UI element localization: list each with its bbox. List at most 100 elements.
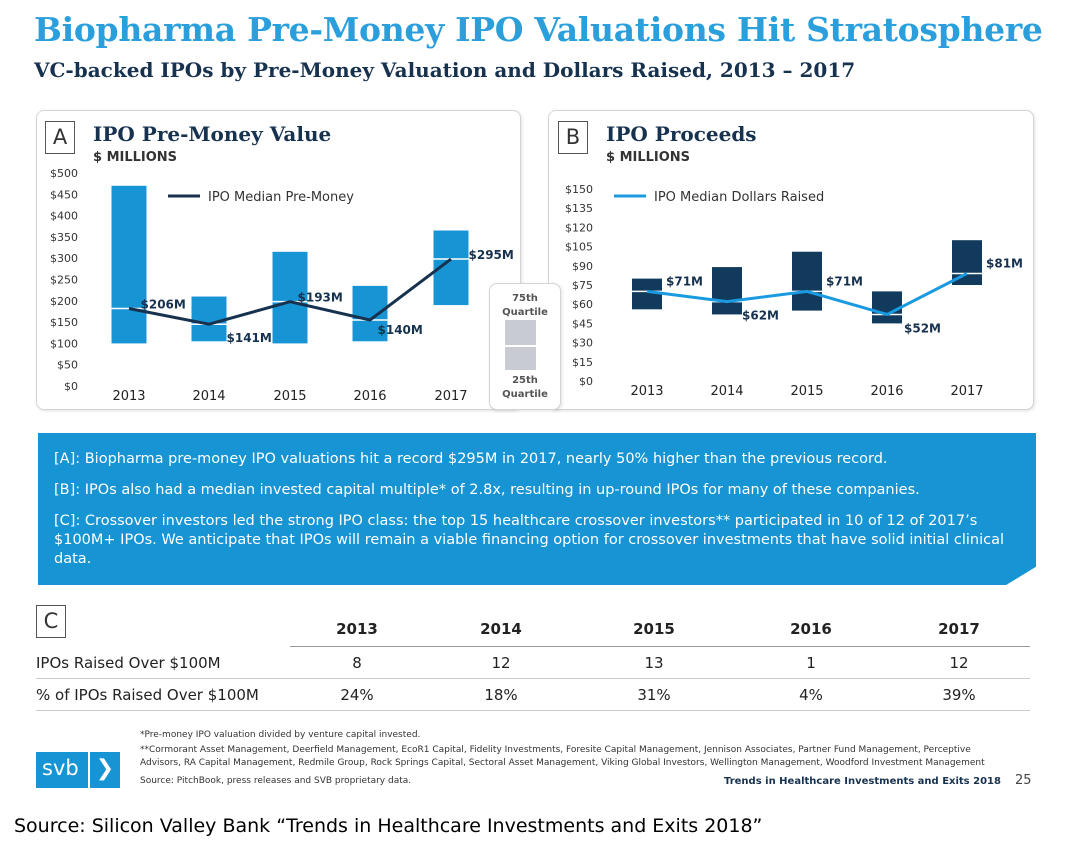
table-col-2014: 2014 [480,620,522,638]
panel-b-letter: B [558,121,588,154]
chart-a-data-label: $206M [141,297,186,311]
chart-b-x-tick-label: 2015 [790,384,823,399]
chart-b-median-line [646,272,968,317]
chart-a-quartile-bar [352,285,388,342]
chart-a-x-tick-label: 2017 [434,389,467,404]
chart-a-y-tick-label: $450 [50,188,78,201]
chart-b-y-tick-label: $30 [572,337,593,350]
quartile-key: 75th Quartile 25th Quartile [489,283,561,410]
source-line: Source: Silicon Valley Bank “Trends in H… [14,815,763,837]
table-cell: 4% [799,686,823,704]
quartile-lower-swatch [505,347,536,370]
chart-a-legend-label: IPO Median Pre-Money [208,190,354,205]
footnote-source: Source: PitchBook, press releases and SV… [140,776,412,786]
panel-a-letter: A [45,121,75,154]
chart-a-x-tick-label: 2014 [192,389,225,404]
chart-a-data-label: $141M [227,331,272,345]
panel-a-unit: $ MILLIONS [93,150,178,165]
chart-b-x-tick-label: 2014 [710,384,743,399]
chart-b-quartile-bar [712,267,742,315]
chart-b-y-tick-label: $0 [579,375,593,388]
svb-logo: svb ❯ [36,752,120,788]
chart-a-y-tick-label: $500 [50,167,78,180]
footnote-3: Advisors, RA Capital Management, Redmile… [140,758,985,768]
note-c: [C]: Crossover investors led the strong … [54,513,1004,567]
chart-a-y-tick-label: $50 [57,359,78,372]
chart-a-data-label: $140M [378,323,423,337]
chart-a-data-label: $295M [469,248,514,262]
chart-b-y-tick-label: $15 [572,356,593,369]
table-cell: 24% [340,686,374,704]
table-c-letter: C [36,605,66,638]
chart-a-y-tick-label: $200 [50,295,78,308]
chart-b-y-tick-label: $45 [572,317,593,330]
table-cell: 18% [484,686,518,704]
table-cell: 12 [491,654,511,672]
chart-a-y-tick-label: $150 [50,316,78,329]
table-cell: 1 [806,654,816,672]
footnote-1: *Pre-money IPO valuation divided by vent… [140,730,421,740]
panel-b-title: IPO Proceeds [606,122,757,146]
chart-b-y-tick-label: $105 [565,241,593,254]
chevron-right-icon: ❯ [88,752,120,788]
table-cell: 39% [942,686,976,704]
chart-a-y-tick-label: $350 [50,231,78,244]
chart-a-x-tick-label: 2013 [112,389,145,404]
chart-a-data-label: $193M [298,291,343,305]
chart-b-x-tick-label: 2013 [630,384,663,399]
chart-b-data-label: $71M [666,274,703,288]
note-b: [B]: IPOs also had a median invested cap… [54,482,920,498]
chart-b-x-tick-label: 2017 [950,384,983,399]
chart-b-y-tick-label: $75 [572,279,593,292]
table-cell: 13 [644,654,664,672]
chart-b-x-tick-label: 2016 [870,384,903,399]
table-header-rule [290,646,1030,647]
quartile-upper-swatch [505,320,536,345]
table-col-2013: 2013 [336,620,378,638]
table-row-rule [36,678,1030,679]
chart-b-quartile-bar [872,291,902,324]
chart-b-data-label: $52M [904,321,941,335]
chart-a-x-tick-label: 2016 [353,389,386,404]
quartile-25-label: 25th Quartile [502,375,548,400]
chart-b-y-tick-label: $150 [565,183,593,196]
chart-b-y-tick-label: $135 [565,202,593,215]
footnote-2: **Cormorant Asset Management, Deerfield … [140,745,971,755]
chart-a-quartile-bar [272,251,308,344]
page-number: 25 [1015,773,1032,788]
chart-b-y-tick-label: $120 [565,221,593,234]
chart-a-quartile-bar [111,185,147,344]
chart-b-legend-label: IPO Median Dollars Raised [654,190,824,205]
chart-b-data-label: $71M [826,274,863,288]
table-row-label-ipos: IPOs Raised Over $100M [36,654,221,672]
chart-b-y-tick-label: $90 [572,260,593,273]
page-subtitle: VC-backed IPOs by Pre-Money Valuation an… [34,58,856,82]
chart-a-y-tick-label: $250 [50,274,78,287]
chart-b-data-label: $81M [986,256,1023,270]
table-cell: 12 [949,654,969,672]
panel-b-unit: $ MILLIONS [606,150,691,165]
notes-box: [A]: Biopharma pre-money IPO valuations … [38,433,1036,585]
chart-a-y-tick-label: $100 [50,337,78,350]
table-bottom-rule [36,710,1030,711]
svb-logo-text: svb [42,756,79,780]
chart-a-median-line [128,257,452,326]
report-name: Trends in Healthcare Investments and Exi… [724,776,1001,787]
page-title: Biopharma Pre-Money IPO Valuations Hit S… [34,10,1043,49]
table-row-label-percent: % of IPOs Raised Over $100M [36,686,259,704]
table-cell: 31% [637,686,671,704]
quartile-75-label: 75th Quartile [502,293,548,318]
chart-a-y-tick-label: $0 [64,380,78,393]
chart-a-y-tick-label: $300 [50,252,78,265]
table-col-2015: 2015 [633,620,675,638]
chart-a-x-tick-label: 2015 [273,389,306,404]
table-cell: 8 [352,654,362,672]
table-col-2016: 2016 [790,620,832,638]
chart-b-quartile-bar [792,251,822,311]
note-a: [A]: Biopharma pre-money IPO valuations … [54,451,888,467]
chart-a-quartile-bar [191,296,227,342]
panel-a-title: IPO Pre-Money Value [93,122,332,146]
table-col-2017: 2017 [938,620,980,638]
chart-b-data-label: $62M [742,309,779,323]
